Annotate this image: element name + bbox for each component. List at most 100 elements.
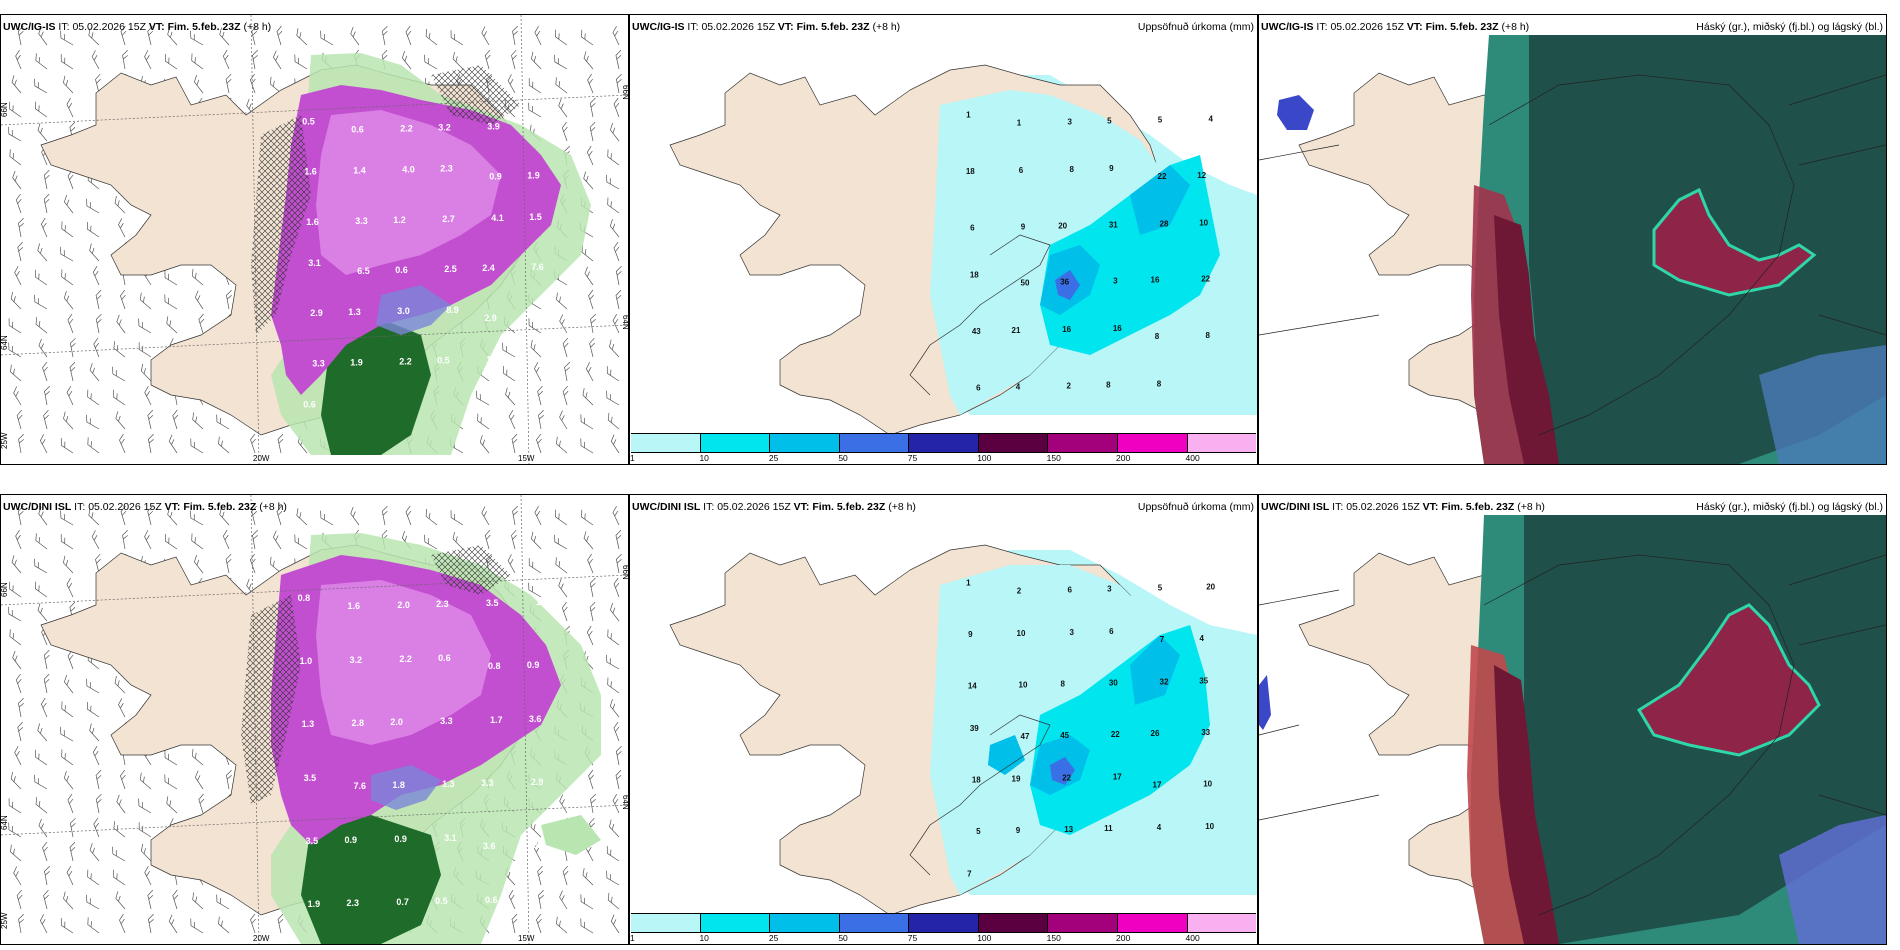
wind-barb [86, 198, 100, 214]
colorbar-tick: 100 [977, 933, 992, 943]
wind-barb [250, 913, 256, 934]
colorbar-ticks: 1 10 25 50 75 100 150 200 400 [630, 933, 1256, 944]
colorbar-swatch [909, 914, 979, 932]
snow-depth-label: 7.6 [531, 262, 544, 272]
wind-barb [507, 554, 516, 574]
colorbar-swatch [770, 434, 840, 452]
wind-barb [114, 196, 126, 214]
colorbar-swatch [978, 434, 1049, 452]
wind-barb [43, 649, 50, 670]
wind-barb [95, 313, 102, 334]
wind-barb [69, 841, 76, 862]
precip-label: 4 [1199, 634, 1204, 643]
snow-blue-area [371, 765, 441, 810]
wind-barb [147, 409, 154, 430]
snow-depth-label: 2.2 [399, 654, 412, 664]
wind-barb [34, 774, 48, 790]
lead-time: (+8 h) [1517, 501, 1545, 513]
wind-barb [10, 771, 22, 790]
wind-barb [554, 534, 568, 550]
snow-light-purple-area [316, 580, 491, 745]
wind-barb [190, 30, 204, 46]
wind-barb [148, 433, 154, 454]
precip-label: 3 [1107, 584, 1112, 593]
wind-barb [15, 529, 22, 550]
wind-barb [35, 581, 48, 598]
precip-label: 16 [1113, 324, 1122, 333]
wind-barb [606, 870, 620, 886]
precip-label: 2 [1017, 586, 1022, 595]
wind-barb [144, 866, 152, 886]
wind-barb [166, 316, 178, 334]
colorbar-ticks: 1 10 25 50 75 100 150 200 400 [630, 453, 1256, 464]
snow-depth-label: 3.3 [355, 216, 368, 226]
precip-label: 6 [1019, 166, 1024, 175]
lat-66n-right-label: 66N [621, 85, 628, 100]
precip-label: 17 [1153, 781, 1162, 790]
wind-barb [218, 436, 230, 454]
wind-barb [219, 507, 230, 526]
wind-barb [589, 97, 596, 118]
colorbar-tick: 25 [768, 453, 779, 463]
wind-barb [60, 510, 74, 526]
wind-barb [216, 414, 230, 430]
lon-15w-label: 15W [518, 934, 535, 943]
wind-barb [88, 508, 100, 526]
wind-barb [615, 49, 622, 70]
snow-depth-label: 0.8 [298, 593, 311, 603]
coastline-inner [1259, 554, 1886, 916]
lat-66n-right-label: 66N [621, 565, 628, 580]
valid-time: Fim. 5.feb. 23Z [796, 21, 870, 33]
wind-barb [60, 246, 74, 262]
wind-barb [607, 412, 620, 430]
wind-barb [558, 98, 568, 118]
wind-barb [607, 677, 620, 694]
wind-barb [562, 385, 569, 406]
wind-barb [87, 701, 100, 718]
wind-barb [138, 798, 152, 814]
lead-time: (+8 h) [888, 501, 916, 513]
precip-label: 10 [1205, 822, 1214, 831]
lead-time: (+8 h) [1501, 21, 1530, 33]
wind-barb [194, 290, 204, 310]
wind-barb [12, 170, 22, 190]
wind-barb [277, 433, 284, 454]
wind-barb [584, 266, 594, 286]
wind-barb [511, 433, 518, 454]
wind-barb [140, 843, 152, 862]
wind-barb [222, 49, 230, 70]
wind-barb [60, 54, 74, 70]
wind-barb [192, 412, 204, 430]
wind-barb [556, 436, 568, 454]
wind-barb [112, 366, 126, 382]
wind-barb [425, 29, 438, 46]
wind-barb [61, 749, 74, 766]
wind-barb [37, 723, 48, 742]
snow-depth-label: 0.8 [488, 661, 501, 671]
wind-barb [296, 508, 308, 526]
precip-colorbar [631, 433, 1257, 453]
valid-time: Fim. 5.feb. 23Z [1441, 501, 1515, 513]
colorbar-tick: 400 [1185, 933, 1200, 943]
snow-depth-label: 1.6 [348, 601, 361, 611]
wind-barb [528, 582, 542, 598]
snow-depth-label: 2.5 [444, 264, 457, 274]
precip-label: 9 [1016, 826, 1021, 835]
wind-barb [320, 510, 334, 526]
wind-barb [450, 510, 464, 526]
wind-barb [191, 533, 204, 550]
precip-label: 5 [1158, 583, 1163, 592]
wind-barb [113, 389, 126, 406]
precip-label: 10 [1019, 680, 1028, 689]
wind-barb [63, 891, 74, 910]
wind-barb [502, 342, 516, 358]
snow-depth-label: 2.8 [352, 718, 365, 728]
precip-label: 1 [966, 111, 971, 120]
wind-barb [580, 894, 594, 910]
wind-barb [249, 73, 256, 94]
it-label: IT: [1332, 501, 1344, 513]
wind-barb [89, 723, 100, 742]
panel-header: UWC/DINI ISL IT: 05.02.2026 15Z VT: Fim.… [3, 501, 287, 513]
init-time: 05.02.2026 15Z [72, 21, 146, 33]
it-label: IT: [687, 21, 699, 33]
